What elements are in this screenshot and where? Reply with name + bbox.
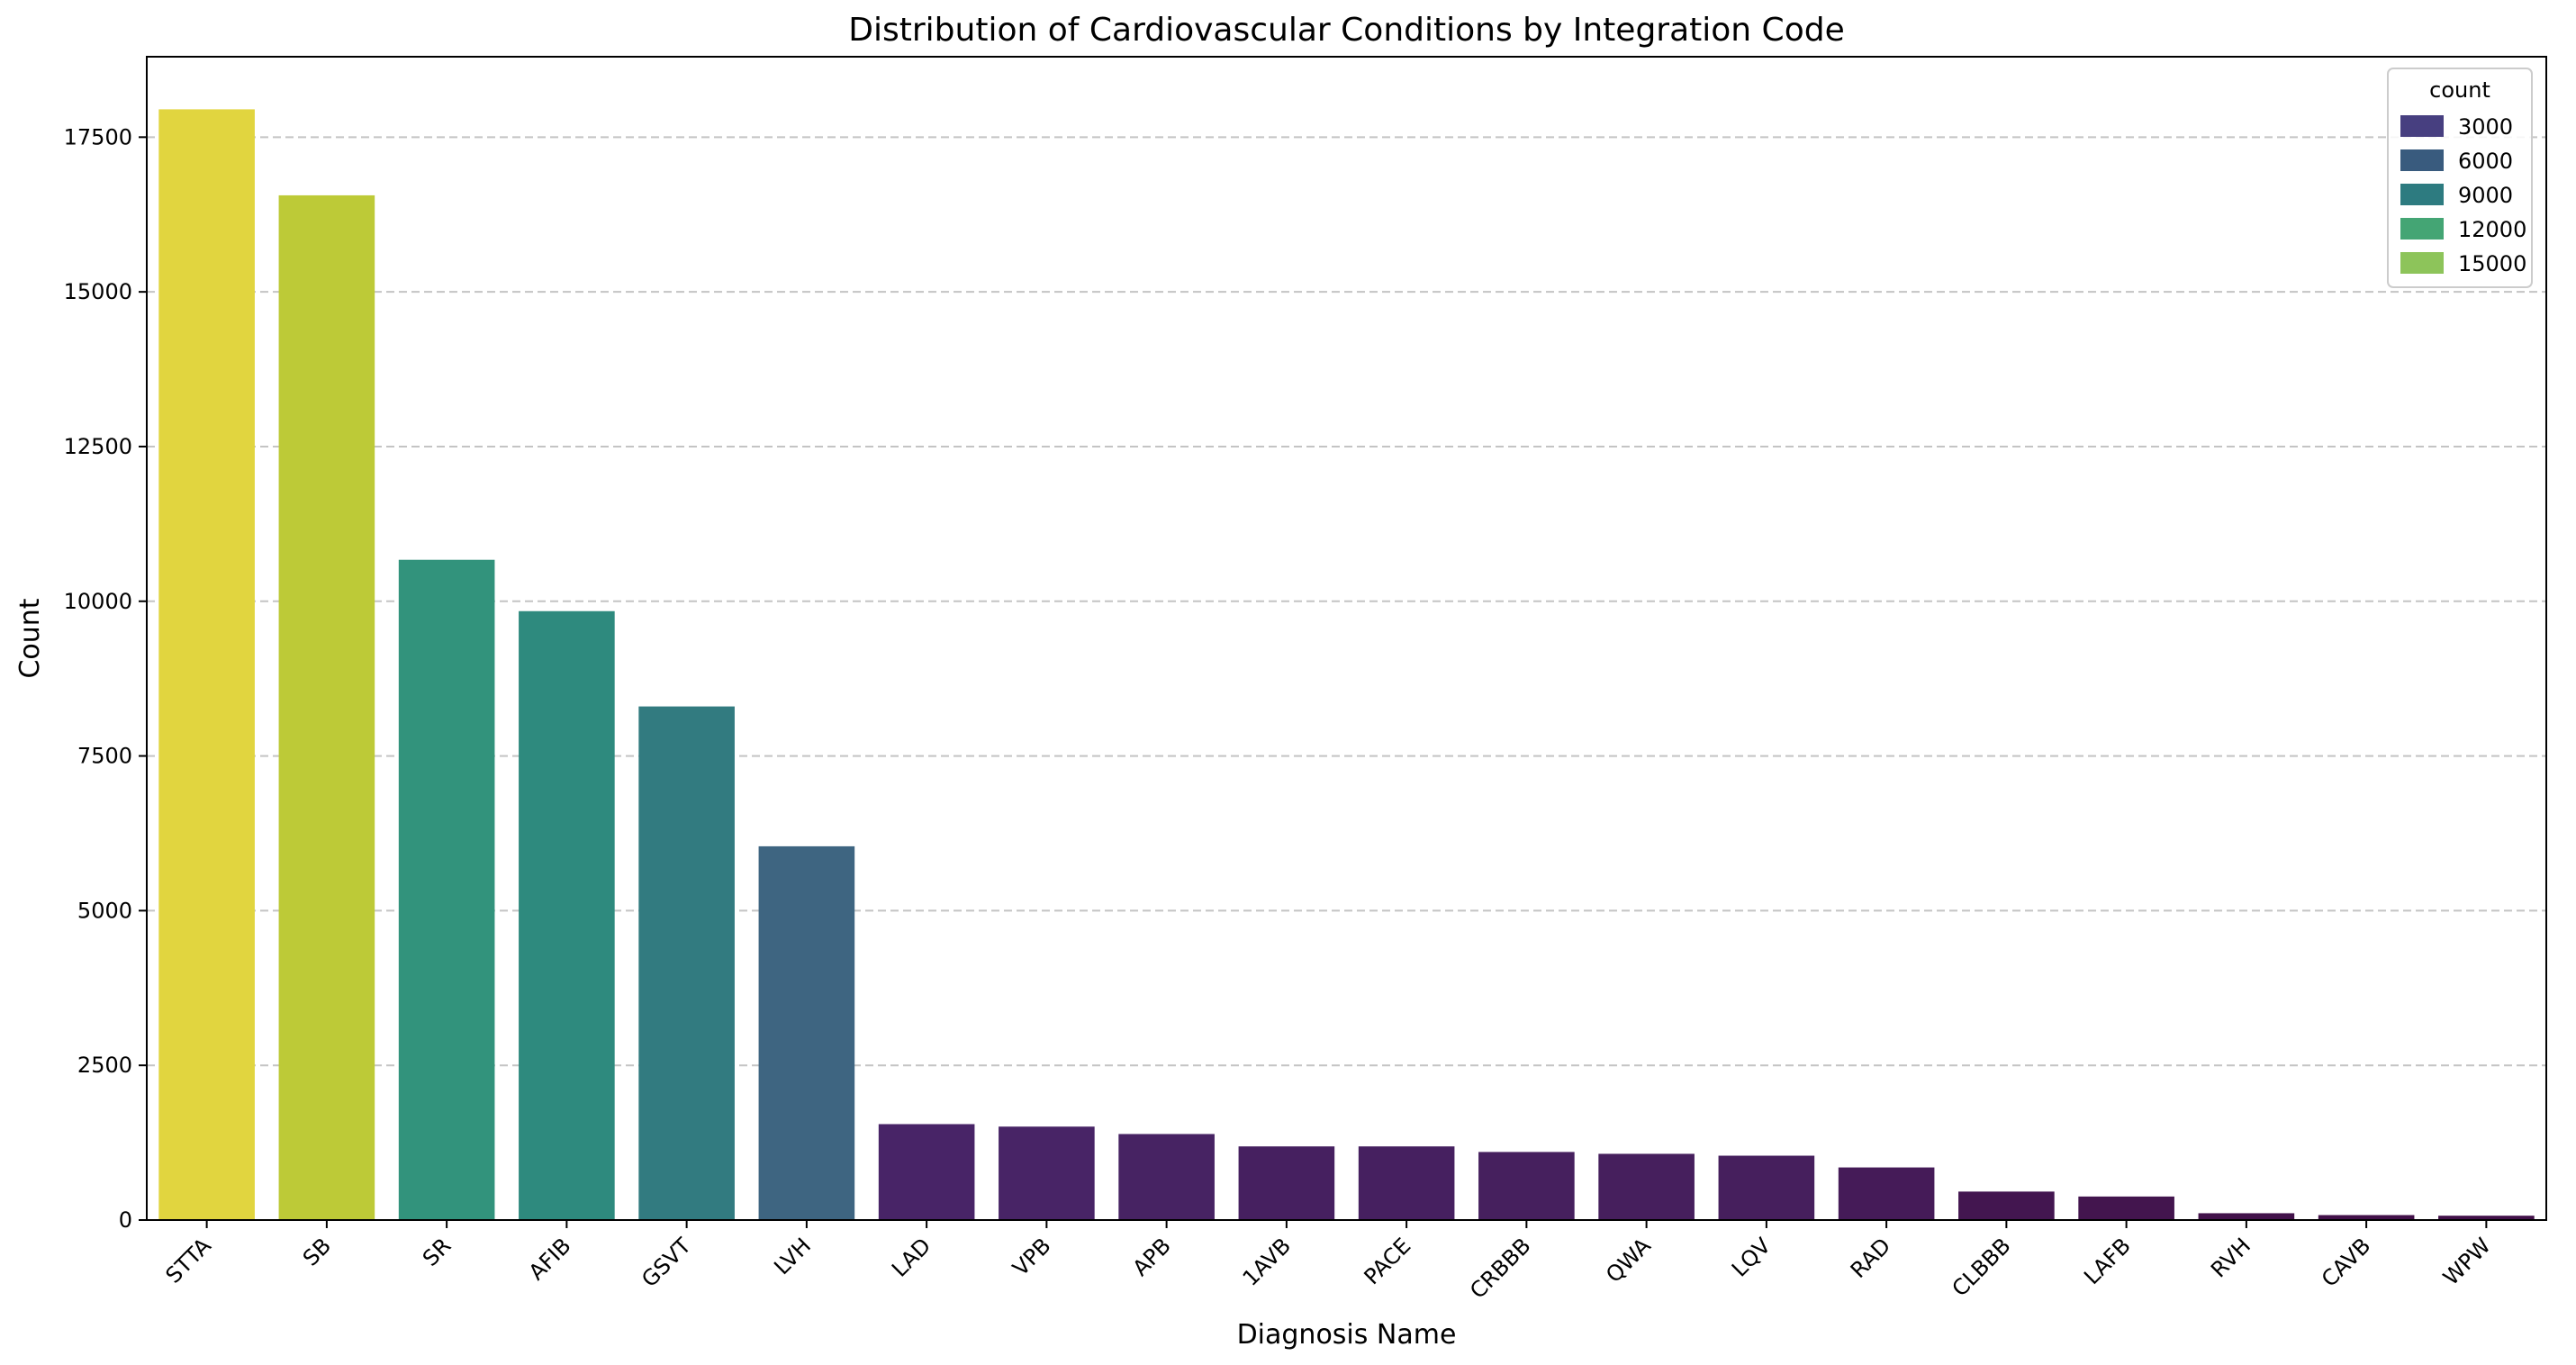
bar-wpw	[2438, 1216, 2535, 1220]
legend-swatch	[2400, 184, 2444, 205]
bar-lqv	[1718, 1155, 1815, 1220]
y-tick-label: 12500	[64, 434, 132, 459]
y-tick-label: 2500	[77, 1053, 132, 1078]
legend-label: 6000	[2458, 149, 2513, 174]
x-axis-title: Diagnosis Name	[1237, 1319, 1457, 1351]
legend-swatch	[2400, 115, 2444, 137]
legend-label: 9000	[2458, 183, 2513, 208]
y-tick-label: 7500	[77, 744, 132, 769]
bar-vpb	[999, 1126, 1095, 1220]
y-tick-label: 15000	[64, 279, 132, 304]
bar-qwa	[1598, 1153, 1695, 1220]
bar-sr	[398, 559, 495, 1220]
bar-crbbb	[1478, 1152, 1575, 1220]
bar-1avb	[1238, 1146, 1335, 1220]
legend-title: count	[2429, 77, 2490, 103]
bar-apb	[1118, 1134, 1215, 1220]
legend-swatch	[2400, 218, 2444, 240]
legend-label: 12000	[2458, 217, 2526, 242]
y-axis-ticks: 0 2500 5000 7500 10000 12500 15000 17500	[64, 124, 147, 1233]
plot-frame	[146, 56, 2547, 1221]
bars	[158, 109, 2535, 1220]
bar-gsvt	[638, 706, 735, 1220]
legend-swatch	[2400, 149, 2444, 171]
y-tick-label: 5000	[77, 898, 132, 923]
bar-lafb	[2078, 1196, 2174, 1220]
legend: count 3000 6000 9000 12000 15000	[2387, 68, 2533, 288]
bar-rad	[1838, 1167, 1935, 1220]
bar-rvh	[2198, 1213, 2295, 1220]
chart-title: Distribution of Cardiovascular Condition…	[848, 12, 1844, 49]
bar-lvh	[758, 845, 855, 1220]
y-tick-label: 17500	[64, 124, 132, 149]
bar-stta	[158, 109, 255, 1220]
bar-afib	[519, 610, 615, 1220]
bar-clbbb	[1958, 1191, 2055, 1220]
legend-label: 3000	[2458, 114, 2513, 140]
y-tick-label: 10000	[64, 589, 132, 614]
bar-cavb	[2318, 1215, 2415, 1220]
y-tick-label: 0	[119, 1207, 132, 1233]
bar-pace	[1358, 1146, 1455, 1220]
legend-swatch	[2400, 252, 2444, 274]
legend-label: 15000	[2458, 251, 2526, 276]
y-axis-title: Count	[14, 598, 46, 678]
bar-sb	[278, 194, 375, 1220]
bar-lad	[878, 1124, 975, 1220]
